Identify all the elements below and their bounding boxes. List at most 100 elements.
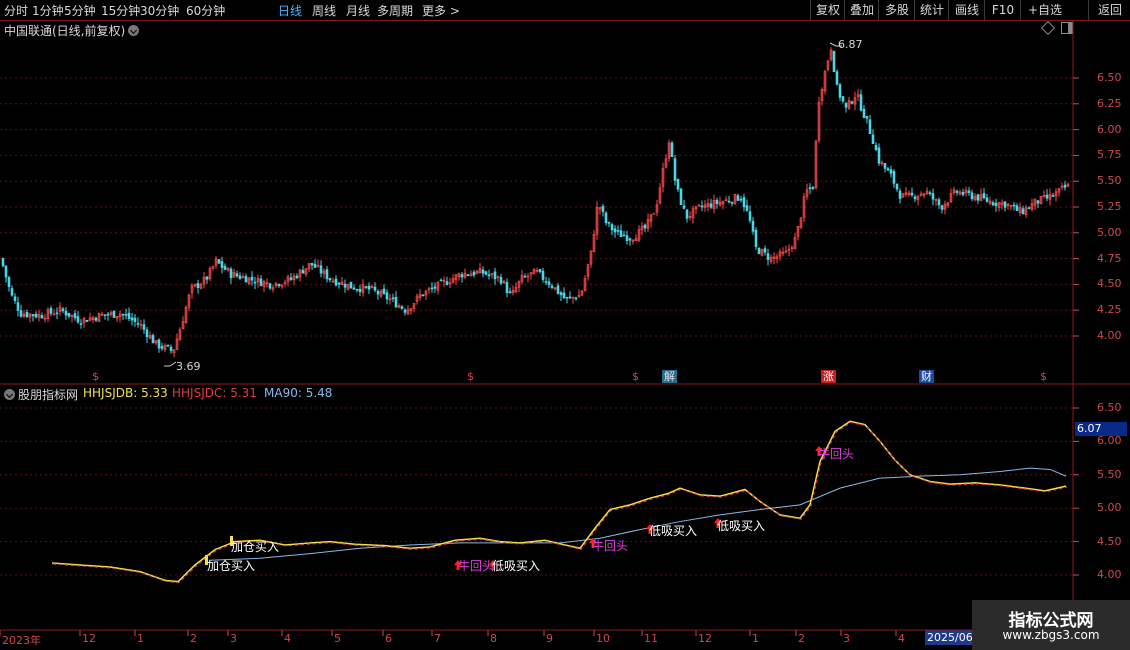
candle-body bbox=[706, 202, 710, 207]
candle-body bbox=[955, 190, 959, 193]
candle-body bbox=[922, 193, 926, 196]
timeframe-3[interactable]: 15分钟 bbox=[101, 4, 141, 18]
date-axis-label: 12 bbox=[82, 632, 96, 645]
toolbar-button-0[interactable]: 复权 bbox=[810, 0, 845, 20]
candle-body bbox=[271, 287, 275, 290]
up-arrow-icon bbox=[714, 518, 722, 528]
candle-body bbox=[553, 287, 557, 290]
date-axis-label: 4 bbox=[898, 632, 905, 645]
timeframe-2[interactable]: 5分钟 bbox=[64, 4, 96, 18]
candle-body bbox=[16, 302, 20, 311]
candle-body bbox=[28, 313, 32, 318]
candle-body bbox=[1033, 198, 1037, 206]
candle-body bbox=[829, 49, 833, 60]
timeframe-9[interactable]: 多周期 bbox=[377, 4, 414, 18]
candle-body bbox=[37, 314, 41, 318]
candle-body bbox=[391, 297, 395, 300]
candle-body bbox=[106, 313, 110, 316]
event-marker[interactable]: $ bbox=[467, 370, 474, 383]
candle-body bbox=[175, 338, 179, 350]
candle-body bbox=[313, 263, 317, 268]
candle-body bbox=[793, 237, 797, 250]
candle-body bbox=[733, 194, 737, 205]
candle-body bbox=[811, 187, 815, 190]
price-axis-label: 5.50 bbox=[1097, 174, 1122, 188]
candle-body bbox=[178, 329, 182, 341]
date-axis-label: 4 bbox=[284, 632, 291, 645]
candle-body bbox=[841, 96, 845, 102]
candle-body bbox=[769, 256, 773, 262]
candle-body bbox=[865, 115, 869, 119]
candle-body bbox=[493, 271, 497, 280]
timeframe-0[interactable]: 分时 bbox=[4, 4, 29, 18]
candle-body bbox=[898, 190, 902, 199]
candle-body bbox=[226, 268, 230, 271]
candle-body bbox=[784, 250, 788, 253]
date-axis-label: 1 bbox=[137, 632, 144, 645]
candle-body bbox=[412, 303, 416, 309]
candle-body bbox=[778, 251, 782, 257]
timeframe-7[interactable]: 周线 bbox=[312, 4, 337, 18]
candle-body bbox=[1057, 188, 1061, 193]
toolbar-button-4[interactable]: 画线 bbox=[948, 0, 985, 20]
candle-body bbox=[142, 324, 146, 330]
event-marker[interactable]: $ bbox=[1040, 370, 1047, 383]
candle-body bbox=[163, 345, 167, 351]
candle-body bbox=[400, 306, 404, 309]
candle-body bbox=[370, 285, 374, 288]
candle-body bbox=[34, 313, 38, 318]
candle-body bbox=[892, 171, 896, 184]
candle-body bbox=[1030, 203, 1034, 210]
candle-body bbox=[628, 238, 632, 241]
toolbar-button-1[interactable]: 叠加 bbox=[844, 0, 879, 20]
candle-body bbox=[130, 317, 134, 321]
timeframe-8[interactable]: 月线 bbox=[346, 4, 371, 18]
event-marker[interactable]: $ bbox=[632, 370, 639, 383]
timeframe-10[interactable]: 更多 > bbox=[422, 4, 460, 18]
candle-body bbox=[874, 144, 878, 150]
event-marker[interactable]: 财 bbox=[919, 370, 934, 383]
chevron-down-icon[interactable] bbox=[128, 25, 139, 36]
candle-body bbox=[385, 292, 389, 300]
price-axis-label: 6.50 bbox=[1097, 71, 1122, 84]
candle-body bbox=[4, 265, 8, 278]
timeframe-5[interactable]: 60分钟 bbox=[186, 4, 226, 18]
toolbar-button-3[interactable]: 统计 bbox=[914, 0, 949, 20]
indicator-chevron-icon[interactable] bbox=[4, 389, 15, 400]
event-marker[interactable]: 解 bbox=[662, 370, 677, 383]
indicator-axis-label: 4.50 bbox=[1097, 534, 1122, 548]
candle-body bbox=[331, 280, 335, 283]
candle-body bbox=[22, 313, 26, 317]
toolbar-button-5[interactable]: F10 bbox=[984, 0, 1021, 20]
candle-body bbox=[766, 253, 770, 260]
timeframe-1[interactable]: 1分钟 bbox=[32, 4, 64, 18]
event-marker[interactable]: $ bbox=[92, 370, 99, 383]
candle-body bbox=[436, 281, 440, 291]
timeframe-4[interactable]: 30分钟 bbox=[140, 4, 180, 18]
timeframe-6[interactable]: 日线 bbox=[278, 4, 303, 18]
candle-body bbox=[691, 208, 695, 219]
toolbar-button-2[interactable]: 多股 bbox=[878, 0, 915, 20]
candle-body bbox=[646, 219, 650, 229]
candle-body bbox=[1000, 202, 1004, 205]
candle-body bbox=[616, 230, 620, 232]
candle-body bbox=[157, 339, 161, 349]
event-marker[interactable]: 涨 bbox=[821, 370, 836, 383]
candle-body bbox=[1, 258, 5, 267]
candle-body bbox=[868, 119, 872, 135]
toolbar-button-6[interactable]: +自选 bbox=[1020, 0, 1069, 20]
candle-body bbox=[883, 163, 887, 169]
indicator-axis-label: 6.00 bbox=[1097, 434, 1122, 448]
candle-body bbox=[889, 169, 893, 174]
candle-body bbox=[262, 281, 266, 287]
candle-body bbox=[853, 97, 857, 105]
price-axis-label: 4.50 bbox=[1097, 277, 1122, 291]
candle-body bbox=[91, 317, 95, 321]
candle-body bbox=[442, 280, 446, 282]
candle-body bbox=[196, 283, 200, 289]
candle-body bbox=[562, 292, 566, 299]
toolbar-button-7[interactable]: 返回 bbox=[1088, 0, 1130, 20]
legend-item-1: HHJSJDC: 5.31 bbox=[172, 386, 257, 400]
date-axis-label: 2 bbox=[798, 632, 805, 645]
